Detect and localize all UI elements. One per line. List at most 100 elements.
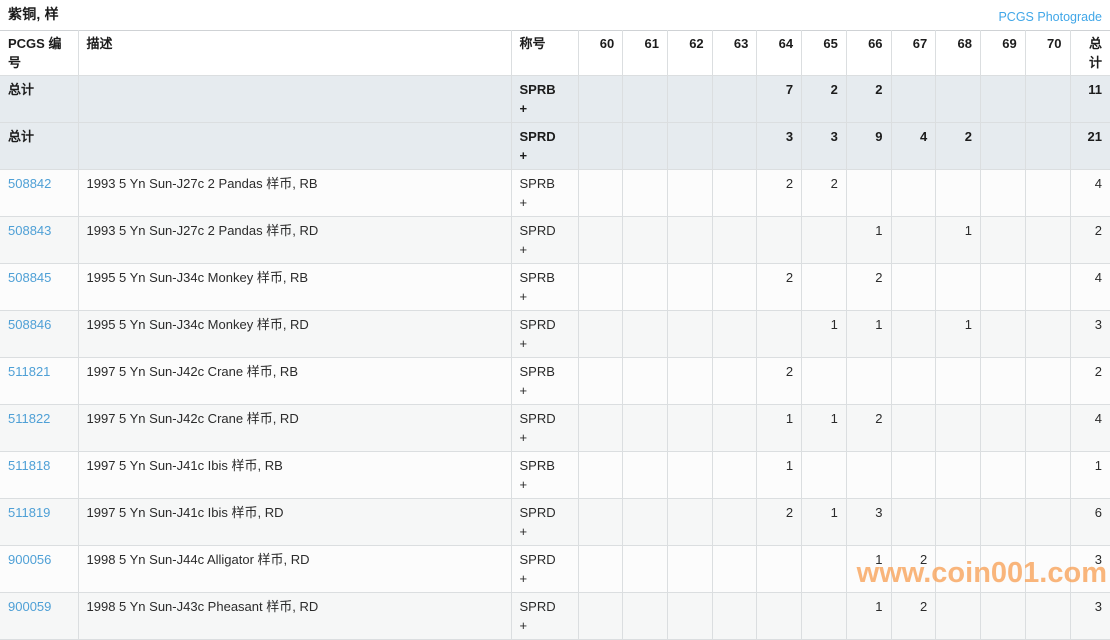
top-bar: 紫铜, 样 PCGS Photograde [0,0,1110,30]
grade-cell-69 [980,451,1026,499]
grade-cell-64: 2 [756,498,803,546]
designation-cell: SPRB + [511,451,579,499]
grade-cell-69 [980,263,1026,311]
pcgs-number-link[interactable]: 511821 [8,364,51,379]
table-row: 508842 1993 5 Yn Sun-J27c 2 Pandas 样币, RB… [0,169,1110,217]
description-cell: 1993 5 Yn Sun-J27c 2 Pandas 样币, RD [78,216,512,264]
grade-cell-62 [667,451,713,499]
grade-cell-66: 1 [846,216,892,264]
grade-cell-60 [578,75,624,123]
grade-cell-62 [667,216,713,264]
total-cell: 21 [1070,122,1110,170]
grade-cell-64: 3 [756,122,803,170]
designation-cell: SPRD + [511,545,579,593]
description-cell: 1995 5 Yn Sun-J34c Monkey 样币, RB [78,263,512,311]
totals-label: 总计 [0,75,79,123]
pcgs-number-link[interactable]: 900056 [8,552,52,567]
grade-cell-64: 1 [756,451,803,499]
pcgs-number-link[interactable]: 511819 [8,505,51,520]
grade-cell-69 [980,310,1026,358]
pcgs-number-link[interactable]: 508842 [8,176,52,191]
grade-cell-61 [622,498,668,546]
grade-cell-61 [622,357,668,405]
grade-cell-60 [578,122,624,170]
col-header-designation: 称号 [511,30,579,76]
grade-cell-67 [891,75,937,123]
grade-cell-67 [891,404,937,452]
grade-cell-63 [712,263,758,311]
grade-cell-61 [622,169,668,217]
grade-cell-63 [712,545,758,593]
grade-cell-62 [667,404,713,452]
col-header-grade-68: 68 [935,30,981,76]
grade-cell-65 [801,216,847,264]
grade-cell-65 [801,451,847,499]
col-header-total: 总计 [1070,30,1110,76]
col-header-grade-69: 69 [980,30,1026,76]
grade-cell-68 [935,498,981,546]
grade-cell-65 [801,545,847,593]
grade-cell-66: 2 [846,75,892,123]
pcgs-number-cell: 508845 [0,263,79,311]
pcgs-number-link[interactable]: 508843 [8,223,52,238]
grade-cell-68 [935,545,981,593]
pcgs-number-link[interactable]: 900059 [8,599,52,614]
grade-cell-70 [1025,451,1071,499]
grade-cell-60 [578,592,624,640]
grade-cell-67 [891,498,937,546]
col-header-pcgs-no: PCGS 编号 [0,30,79,76]
total-cell: 11 [1070,75,1110,123]
pcgs-number-cell: 900056 [0,545,79,593]
total-cell: 3 [1070,592,1110,640]
grade-cell-61 [622,404,668,452]
grade-cell-61 [622,75,668,123]
grade-cell-68 [935,592,981,640]
col-header-grade-67: 67 [891,30,937,76]
grade-cell-66: 9 [846,122,892,170]
grade-cell-60 [578,545,624,593]
grade-cell-61 [622,592,668,640]
grade-cell-68 [935,263,981,311]
pcgs-number-link[interactable]: 511822 [8,411,51,426]
description-cell: 1995 5 Yn Sun-J34c Monkey 样币, RD [78,310,512,358]
grade-cell-66: 2 [846,263,892,311]
designation-cell: SPRB + [511,169,579,217]
grade-cell-70 [1025,310,1071,358]
table-row: 508845 1995 5 Yn Sun-J34c Monkey 样币, RB SP… [0,263,1110,311]
total-cell: 4 [1070,169,1110,217]
grade-cell-70 [1025,545,1071,593]
grade-cell-62 [667,310,713,358]
photograde-link[interactable]: PCGS Photograde [998,10,1102,24]
grade-cell-68 [935,404,981,452]
pcgs-number-link[interactable]: 508845 [8,270,52,285]
grade-cell-69 [980,122,1026,170]
col-header-grade-63: 63 [712,30,758,76]
grade-cell-70 [1025,404,1071,452]
pcgs-number-cell: 508843 [0,216,79,264]
pcgs-number-link[interactable]: 511818 [8,458,51,473]
grade-cell-62 [667,122,713,170]
grade-cell-70 [1025,263,1071,311]
grade-cell-66: 2 [846,404,892,452]
table-row: 508846 1995 5 Yn Sun-J34c Monkey 样币, RD SP… [0,310,1110,358]
grade-cell-64: 7 [756,75,803,123]
grade-cell-66 [846,357,892,405]
grade-cell-64 [756,310,803,358]
grade-cell-62 [667,263,713,311]
col-header-grade-70: 70 [1025,30,1071,76]
grade-cell-68: 1 [935,216,981,264]
grade-cell-66: 1 [846,310,892,358]
pcgs-number-cell: 900059 [0,592,79,640]
table-header-row: PCGS 编号 描述 称号 60 61 62 63 64 65 66 67 68 69 70 总计 [0,30,1110,76]
description-cell: 1997 5 Yn Sun-J42c Crane 样币, RB [78,357,512,405]
pcgs-number-link[interactable]: 508846 [8,317,52,332]
grade-cell-60 [578,498,624,546]
grade-cell-60 [578,169,624,217]
description-cell [78,75,512,123]
table-row: 508843 1993 5 Yn Sun-J27c 2 Pandas 样币, RD… [0,216,1110,264]
grade-cell-68 [935,451,981,499]
description-cell: 1993 5 Yn Sun-J27c 2 Pandas 样币, RB [78,169,512,217]
grade-cell-62 [667,75,713,123]
grade-cell-65 [801,357,847,405]
